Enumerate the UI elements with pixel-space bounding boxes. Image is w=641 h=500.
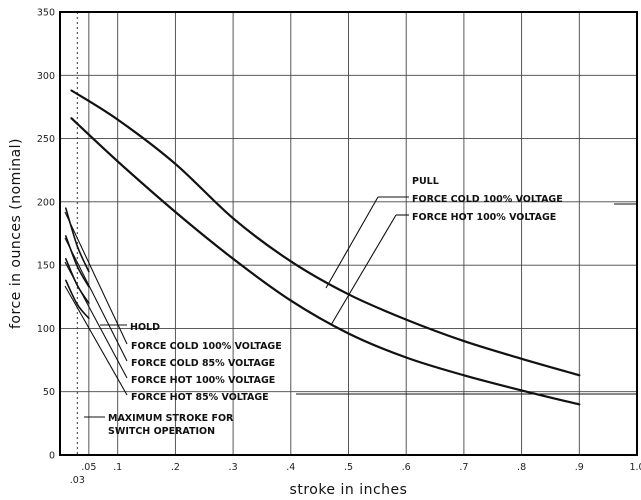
y-tick-label: 0 (49, 451, 55, 462)
x-tick-label: .2 (171, 462, 180, 473)
series-line-pull-hot (70, 117, 581, 406)
pull-cold-label: FORCE COLD 100% VOLTAGE (412, 194, 563, 205)
pull-cold-leader (325, 196, 379, 289)
pull-hot-leader (330, 214, 397, 326)
x-tick-label: .4 (286, 462, 295, 473)
leader-lines (64, 196, 637, 418)
y-tick-label: 100 (37, 324, 55, 335)
y-tick-label: 50 (43, 387, 55, 398)
hold-cold-85-leader (64, 237, 128, 362)
x-tick-label: .8 (517, 462, 526, 473)
series-line-hold-hot-85 (65, 279, 90, 320)
hold-cold-85-label: FORCE COLD 85% VOLTAGE (131, 358, 275, 369)
x-tick-label: .1 (113, 462, 122, 473)
series-group (65, 89, 581, 406)
hold-hot-85-label: FORCE HOT 85% VOLTAGE (131, 392, 269, 403)
hold-hot-100-label: FORCE HOT 100% VOLTAGE (131, 375, 275, 386)
y-tick-label: 150 (37, 261, 55, 272)
hold-hot-85-leader (64, 285, 128, 396)
x-tick-label: .9 (575, 462, 584, 473)
x-tick-label: .6 (402, 462, 411, 473)
pull-hot-label: FORCE HOT 100% VOLTAGE (412, 212, 556, 223)
y-axis-label: force in ounces (nominal) (8, 138, 24, 329)
x-tick-label: .05 (81, 462, 96, 473)
hold-cold-100-label: FORCE COLD 100% VOLTAGE (131, 341, 282, 352)
series-line-hold-cold-85 (65, 235, 90, 288)
hold-cold-100-leader (64, 211, 128, 345)
plot-frame (59, 11, 638, 456)
max-stroke-label-line1: MAXIMUM STROKE FOR (108, 413, 234, 424)
y-tick-label: 300 (37, 71, 55, 82)
x-axis-label: stroke in inches (290, 482, 408, 498)
x-tick-label: 1.0 (629, 462, 641, 473)
pull-header-label: PULL (412, 176, 439, 187)
x-tick-label: .3 (229, 462, 238, 473)
y-tick-label: 250 (37, 134, 55, 145)
y-tick-label: 200 (37, 197, 55, 208)
tick-labels: .05 .1 .2 .3 .4 .5 .6 .7 .8 .9 1.0 .03 0 50 100 150 200 2… (37, 8, 641, 487)
hold-hot-100-leader (64, 261, 128, 379)
x-tick-label: .5 (344, 462, 353, 473)
series-line-pull-cold (70, 89, 581, 377)
y-tick-label: 350 (37, 8, 55, 19)
series-line-hold-cold-100 (65, 207, 90, 273)
x-tick-label: .03 (70, 475, 85, 486)
x-tick-label: .7 (459, 462, 468, 473)
hold-header-label: HOLD (130, 322, 160, 333)
grid (60, 12, 637, 455)
max-stroke-label-line2: SWITCH OPERATION (108, 426, 215, 437)
